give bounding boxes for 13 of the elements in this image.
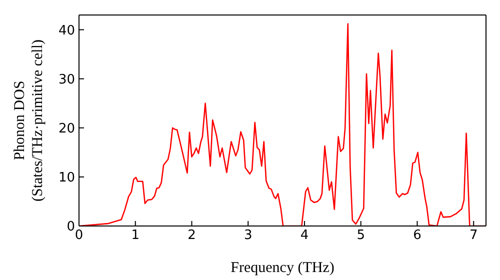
y-tick-label: 30 — [58, 72, 75, 88]
x-tick-label: 6 — [413, 228, 422, 244]
x-tick-label: 7 — [469, 228, 478, 244]
y-tick-label: 20 — [58, 121, 75, 136]
x-tick-label: 3 — [244, 228, 252, 244]
x-axis-title: Frequency (THz) — [230, 260, 334, 276]
y-tick-label: 40 — [58, 23, 75, 38]
y-axis-title: Phonon DOS (States/THz·primitive cell) — [12, 39, 46, 202]
x-tick-label: 2 — [188, 228, 196, 244]
y-tick-label: 10 — [58, 170, 75, 186]
x-tick-label: 5 — [356, 228, 365, 244]
x-tick-label: 1 — [131, 228, 140, 244]
x-tick-label: 4 — [300, 228, 309, 244]
